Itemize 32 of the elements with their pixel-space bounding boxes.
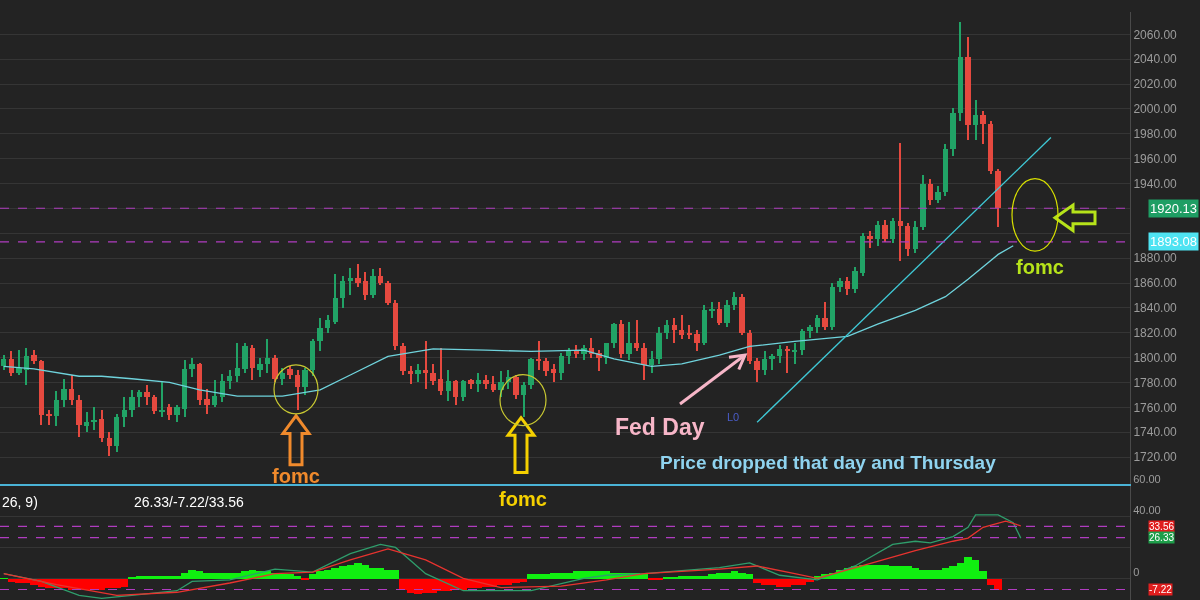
- y-tick-label: 1940.00: [1133, 176, 1178, 191]
- ref-line-label: 1920.13: [1150, 201, 1197, 216]
- annotation: fomc: [1016, 256, 1064, 278]
- annotation: fomc: [499, 488, 547, 510]
- y-tick-label: 1860.00: [1133, 276, 1178, 291]
- y-tick-label: 1960.00: [1133, 151, 1178, 166]
- ref-line-label: 33.56: [1149, 521, 1175, 532]
- annotation: fomc: [272, 465, 320, 487]
- ref-line-label: 26.33: [1149, 532, 1175, 543]
- y-tick-label: 2020.00: [1133, 77, 1178, 92]
- ref-line-label: -7.22: [1149, 584, 1173, 595]
- y-tick-label: 1780.00: [1133, 375, 1178, 390]
- y-tick-label: 1720.00: [1133, 450, 1178, 465]
- annotation: L0: [727, 411, 740, 423]
- y-tick-label: 1840.00: [1133, 301, 1178, 316]
- y-tick-label: 1820.00: [1133, 325, 1178, 340]
- y-tick-label: 2000.00: [1133, 102, 1178, 117]
- y-tick-label: 60.00: [1133, 473, 1161, 486]
- y-tick-label: 1880.00: [1133, 251, 1178, 266]
- annotation: Fed Day: [615, 414, 705, 440]
- y-tick-label: 2040.00: [1133, 52, 1178, 67]
- y-tick-label: 40.00: [1133, 504, 1161, 517]
- ref-line-label: 1893.08: [1150, 234, 1197, 249]
- annotation: 26, 9): [2, 494, 38, 510]
- y-tick-label: 1760.00: [1133, 400, 1178, 415]
- y-tick-label: 1980.00: [1133, 127, 1178, 142]
- y-tick-label: 1740.00: [1133, 425, 1178, 440]
- annotation: Price dropped that day and Thursday: [660, 452, 997, 473]
- y-tick-label: 0: [1133, 566, 1140, 579]
- y-tick-label: 2060.00: [1133, 27, 1178, 42]
- y-tick-label: 1800.00: [1133, 350, 1178, 365]
- annotation: 26.33/-7.22/33.56: [134, 494, 244, 510]
